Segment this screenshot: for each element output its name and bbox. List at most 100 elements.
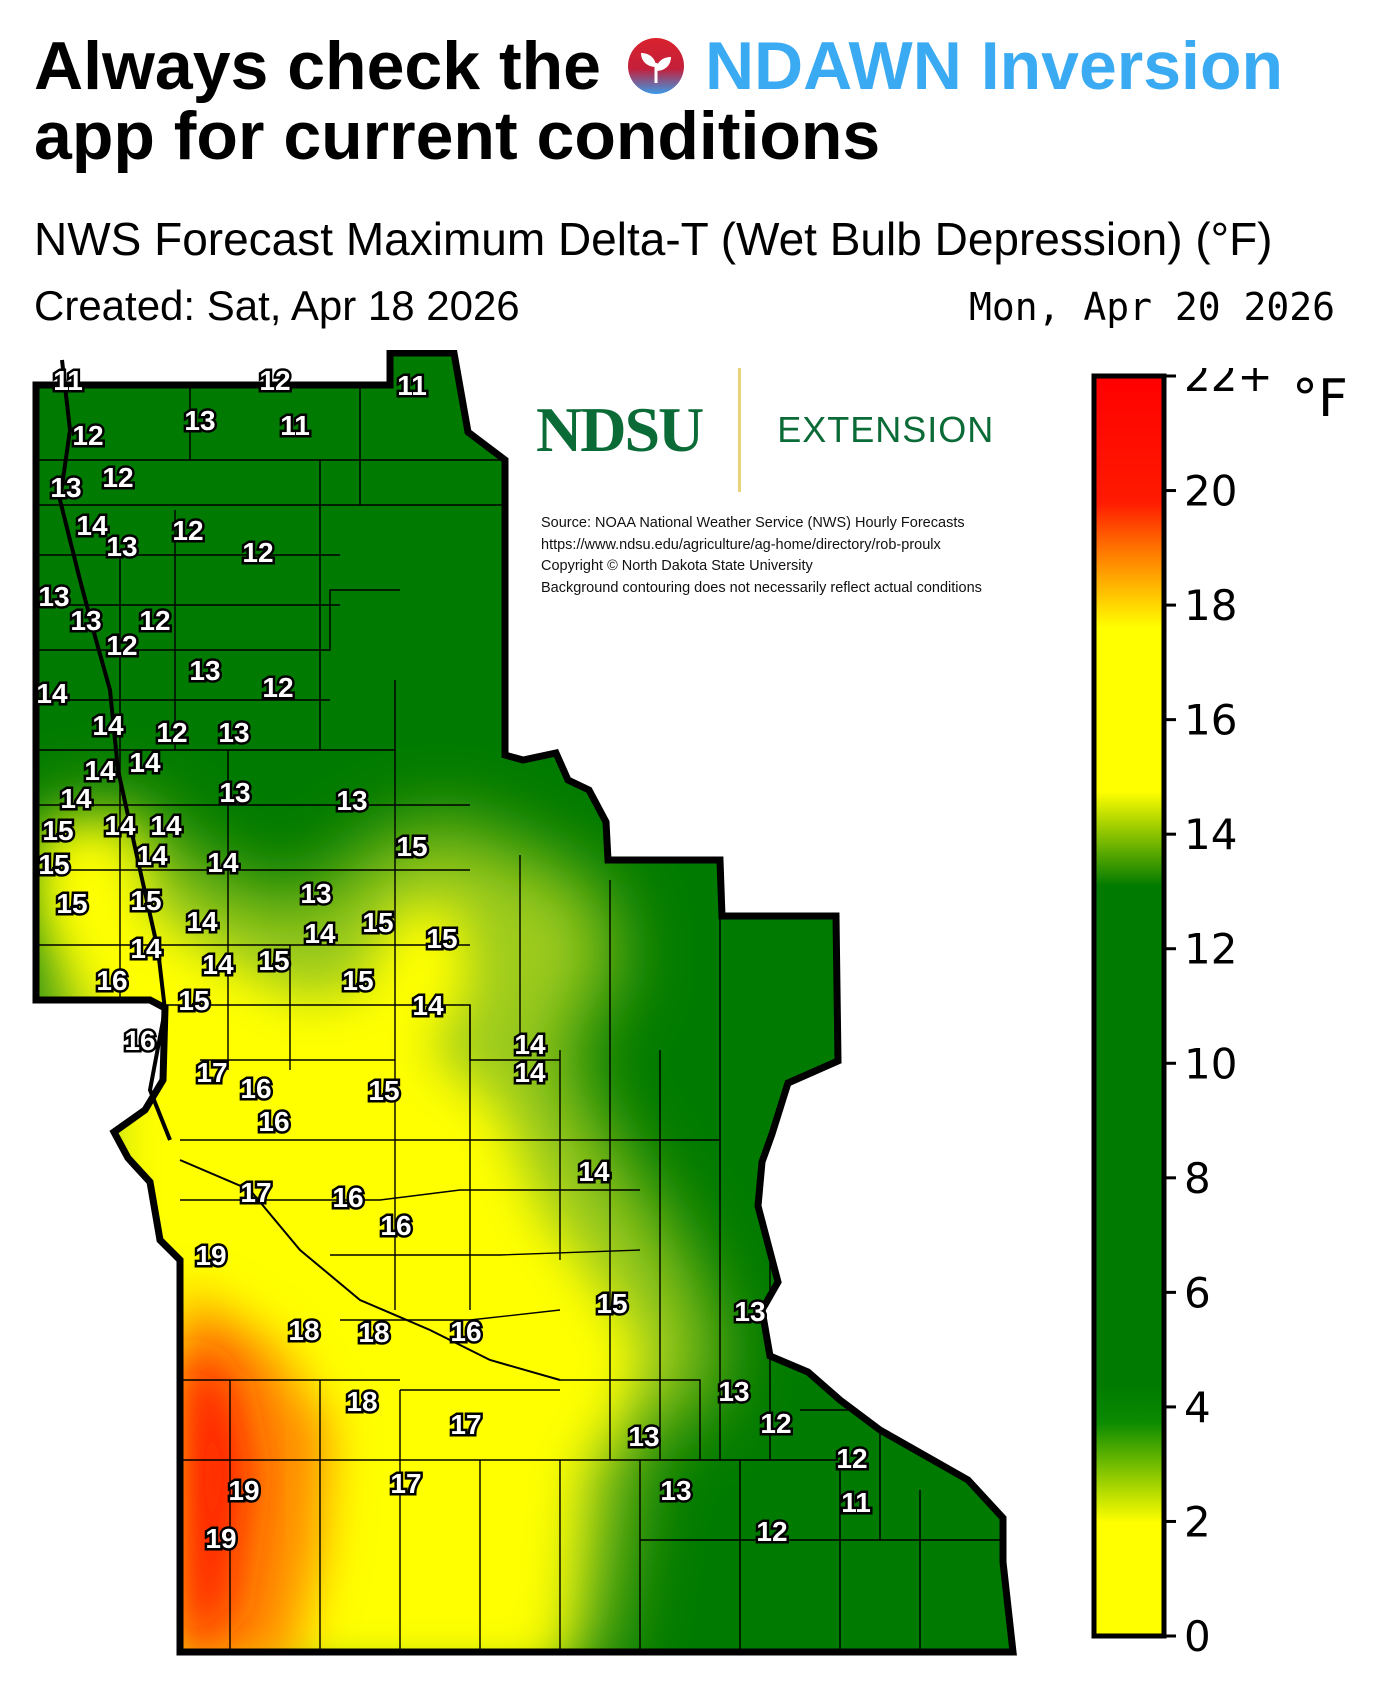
map-value-label: 12 (72, 420, 103, 451)
created-date: Created: Sat, Apr 18 2026 (34, 282, 520, 329)
map-value-label: 15 (426, 923, 457, 954)
map-value-label: 14 (150, 810, 182, 841)
map-value-label: 14 (129, 747, 161, 778)
credit-copyright: Copyright © North Dakota State Universit… (541, 558, 813, 574)
credit-url: https://www.ndsu.edu/agriculture/ag-home… (541, 536, 941, 553)
county-lines (36, 353, 1003, 1652)
map-value-label: 19 (195, 1240, 226, 1271)
map-value-label: 14 (186, 906, 218, 937)
credit-source: Source: NOAA National Weather Service (N… (541, 515, 965, 531)
map-value-label: 13 (300, 878, 331, 909)
map-value-label: 15 (596, 1288, 627, 1319)
map-value-label: 12 (760, 1408, 791, 1439)
map-value-label: 13 (628, 1421, 659, 1452)
map-value-label: 12 (106, 630, 137, 661)
legend-bar (1091, 373, 1167, 1639)
map-value-label: 13 (70, 605, 101, 636)
map-value-label: 12 (756, 1516, 787, 1547)
map-value-label: 13 (219, 777, 250, 808)
map-value-label: 13 (106, 531, 137, 562)
headline-prefix: Always check the (34, 28, 601, 104)
map-value-label: 12 (156, 717, 187, 748)
color-legend: 0 2 4 6 8 10 12 14 16 18 20 22+ °F (1091, 368, 1348, 1658)
logo-divider (738, 368, 742, 492)
map-value-label: 13 (660, 1475, 691, 1506)
legend-tick-label: 20 (1184, 467, 1237, 516)
legend-tick-label: 14 (1184, 810, 1237, 859)
map-value-label: 12 (172, 515, 203, 546)
map-value-label: 12 (139, 605, 170, 636)
map-value-label: 16 (258, 1106, 289, 1137)
map-value-label: 12 (262, 672, 293, 703)
map-value-label: 19 (228, 1475, 259, 1506)
map-value-label: 15 (368, 1075, 399, 1106)
map-value-label: 11 (53, 365, 83, 396)
map-value-label: 16 (332, 1182, 363, 1213)
ndsu-logo-text: NDSU (536, 394, 704, 465)
map-value-label: 13 (184, 405, 215, 436)
minnesota-river (179, 1159, 561, 1381)
headline: Always check the NDAWN Inversion app for… (34, 32, 1283, 170)
legend-tick-label: 8 (1184, 1154, 1211, 1203)
map-value-label: 14 (207, 847, 239, 878)
map-value-label: 12 (242, 537, 273, 568)
legend-tick-label: 16 (1184, 696, 1237, 745)
logo-extension-text: EXTENSION (777, 409, 995, 450)
legend-tick-label: 18 (1184, 581, 1237, 630)
map-value-label: 14 (412, 990, 444, 1021)
map-value-label: 11 (841, 1487, 871, 1518)
map-value-label: 18 (346, 1386, 377, 1417)
ndsu-extension-logo: NDSU EXTENSION (536, 368, 994, 492)
map-value-label: 15 (342, 965, 373, 996)
map-value-label: 16 (96, 965, 127, 996)
map-value-label: 14 (36, 678, 68, 709)
map-value-label: 17 (240, 1177, 271, 1208)
map-value-label: 13 (336, 785, 367, 816)
map-value-label: 17 (390, 1468, 421, 1499)
map-value-label: 14 (104, 810, 136, 841)
map-subtitle: NWS Forecast Maximum Delta-T (Wet Bulb D… (34, 213, 1273, 265)
map-value-label: 16 (450, 1316, 481, 1347)
map-value-label: 16 (124, 1025, 155, 1056)
map-value-label: 18 (358, 1317, 389, 1348)
map-value-label: 15 (258, 945, 289, 976)
ndawn-app-icon (627, 38, 684, 94)
map-value-label: 14 (60, 783, 92, 814)
legend-tick-label: 6 (1184, 1268, 1211, 1317)
map-value-label: 14 (514, 1057, 546, 1088)
legend-tick-label: 22+ (1184, 368, 1273, 401)
map-value-label: 13 (50, 472, 81, 503)
map-value-label: 14 (578, 1156, 610, 1187)
map-value-label: 13 (218, 717, 249, 748)
valid-date: Mon, Apr 20 2026 (968, 285, 1335, 329)
legend-tick-label: 12 (1184, 925, 1237, 974)
map-value-label: 13 (734, 1296, 765, 1327)
map-value-label: 15 (396, 831, 427, 862)
credits-block: Source: NOAA National Weather Service (N… (541, 513, 982, 599)
credit-disclaimer: Background contouring does not necessari… (541, 579, 982, 596)
map-value-label: 12 (102, 462, 133, 493)
legend-tick-label: 4 (1184, 1383, 1211, 1432)
map-value-label: 15 (362, 907, 393, 938)
map-value-label: 13 (718, 1376, 749, 1407)
map-value-label: 17 (450, 1409, 481, 1440)
map-value-label: 18 (288, 1315, 319, 1346)
map-value-label: 14 (304, 918, 336, 949)
map-value-label: 11 (280, 410, 310, 441)
map-value-label: 14 (92, 710, 124, 741)
map-value-label: 17 (196, 1057, 227, 1088)
map-value-label: 16 (240, 1073, 271, 1104)
map-value-label: 14 (130, 933, 162, 964)
map-value-label: 11 (397, 370, 427, 401)
map-value-label: 14 (84, 755, 116, 786)
map-value-label: 15 (42, 815, 73, 846)
map-value-label: 15 (38, 849, 69, 880)
headline-line2: app for current conditions (34, 98, 881, 174)
map-value-label: 14 (136, 840, 168, 871)
map-value-label: 14 (202, 949, 234, 980)
map-value-label: 15 (178, 985, 209, 1016)
map-value-label: 14 (514, 1029, 546, 1060)
legend-tick-label: 2 (1184, 1497, 1211, 1546)
map-value-label: 13 (189, 655, 220, 686)
